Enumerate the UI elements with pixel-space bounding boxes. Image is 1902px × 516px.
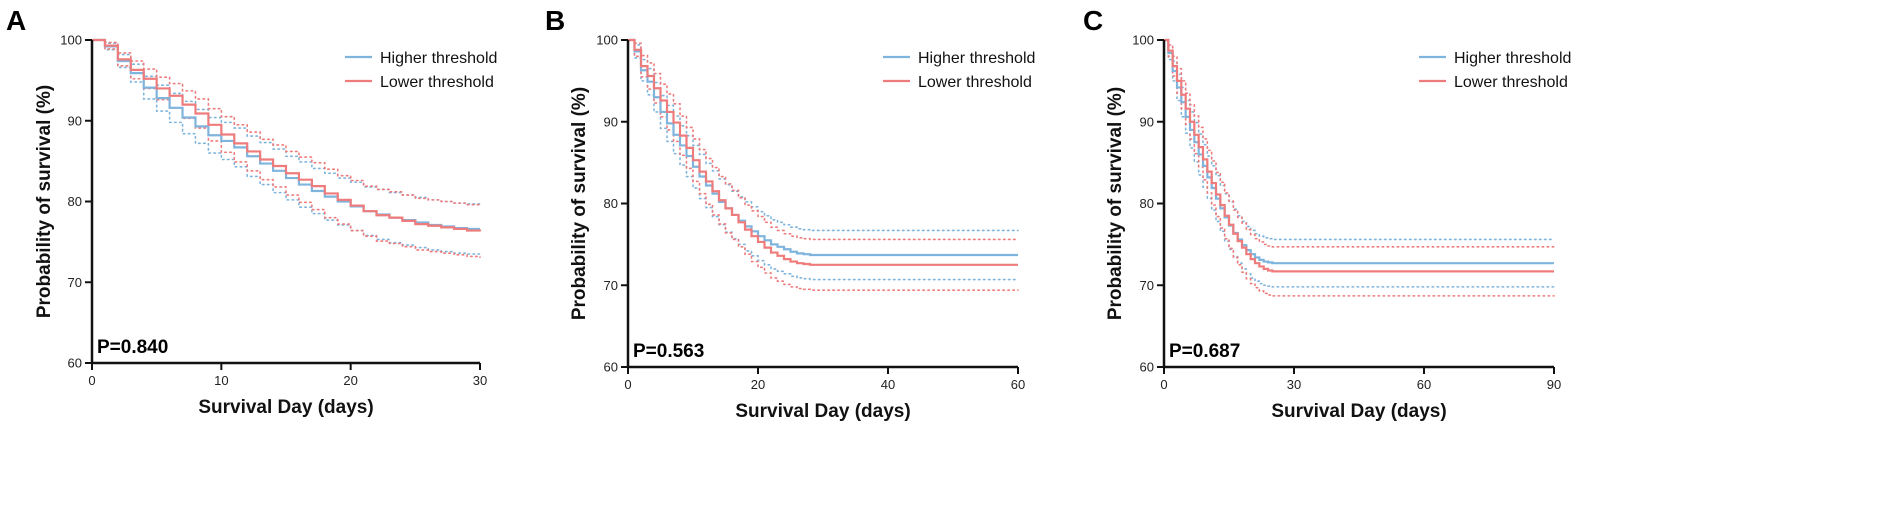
x-tick-label: 0 [88,373,95,388]
y-axis-title: Probability of survival (%) [1105,87,1126,320]
y-tick-label: 100 [596,33,618,48]
ci-upper-lower [91,39,481,207]
panel-letter: B [545,5,565,36]
p-value-label: P=0.563 [633,341,704,362]
y-tick-label: 90 [604,114,618,129]
x-axis-title: Survival Day (days) [1271,401,1446,422]
x-axis-title: Survival Day (days) [198,397,373,418]
x-tick-label: 90 [1547,377,1561,392]
y-tick-label: 60 [1140,360,1154,375]
y-tick-label: 70 [1140,278,1154,293]
y-tick-label: 80 [604,196,618,211]
survival-line-lower [628,38,1018,266]
y-tick-label: 100 [1132,33,1154,48]
x-tick-label: 10 [214,373,228,388]
p-value-label: P=0.840 [97,337,168,358]
y-tick-label: 70 [68,275,82,290]
x-tick-label: 30 [473,373,487,388]
survival-line-lower [1164,38,1554,273]
x-tick-label: 20 [343,373,357,388]
x-axis-title: Survival Day (days) [735,401,910,422]
y-tick-label: 60 [604,360,618,375]
panel-b: B 60 70 80 90 100 0 20 40 60 Survival Day (days) Pr… [545,5,1035,422]
x-tick-label: 60 [1417,377,1431,392]
y-tick-label: 80 [1140,196,1154,211]
y-axis-title: Probability of survival (%) [34,85,55,318]
legend-label-lower: Lower threshold [918,74,1032,91]
ci-upper-higher [1163,39,1555,241]
ci-upper-higher [91,39,481,205]
legend-label-higher: Higher threshold [380,50,497,67]
y-tick-label: 80 [68,194,82,209]
survival-line-lower [92,38,482,232]
x-tick-label: 0 [1160,377,1167,392]
legend-label-higher: Higher threshold [918,50,1035,67]
ci-lower-lower [627,39,1019,291]
panel-letter: A [6,5,26,36]
panel-letter: C [1083,5,1103,36]
y-tick-label: 90 [1140,114,1154,129]
legend-label-higher: Higher threshold [1454,50,1571,67]
ci-upper-lower [627,39,1019,241]
panel-c: C 60 70 80 90 100 0 30 60 90 Survival Day (days) Pr… [1083,5,1571,422]
survival-line-higher [92,38,480,231]
y-tick-label: 100 [60,33,82,48]
y-tick-label: 70 [604,278,618,293]
ci-lower-higher [1163,39,1555,288]
ci-lower-higher [91,39,481,255]
legend-label-lower: Lower threshold [1454,74,1568,91]
y-tick-label: 90 [68,113,82,128]
ci-upper-lower [1163,39,1555,248]
x-tick-label: 40 [881,377,895,392]
x-tick-label: 60 [1011,377,1025,392]
ci-lower-lower [91,39,481,259]
y-tick-label: 60 [68,356,82,371]
y-axis-title: Probability of survival (%) [569,87,590,320]
x-tick-label: 20 [751,377,765,392]
x-tick-label: 0 [624,377,631,392]
panel-a: A 60 70 80 90 100 0 10 20 30 Survival Day (days) Pr… [6,5,497,418]
legend-label-lower: Lower threshold [380,74,494,91]
p-value-label: P=0.687 [1169,341,1240,362]
x-tick-label: 30 [1287,377,1301,392]
